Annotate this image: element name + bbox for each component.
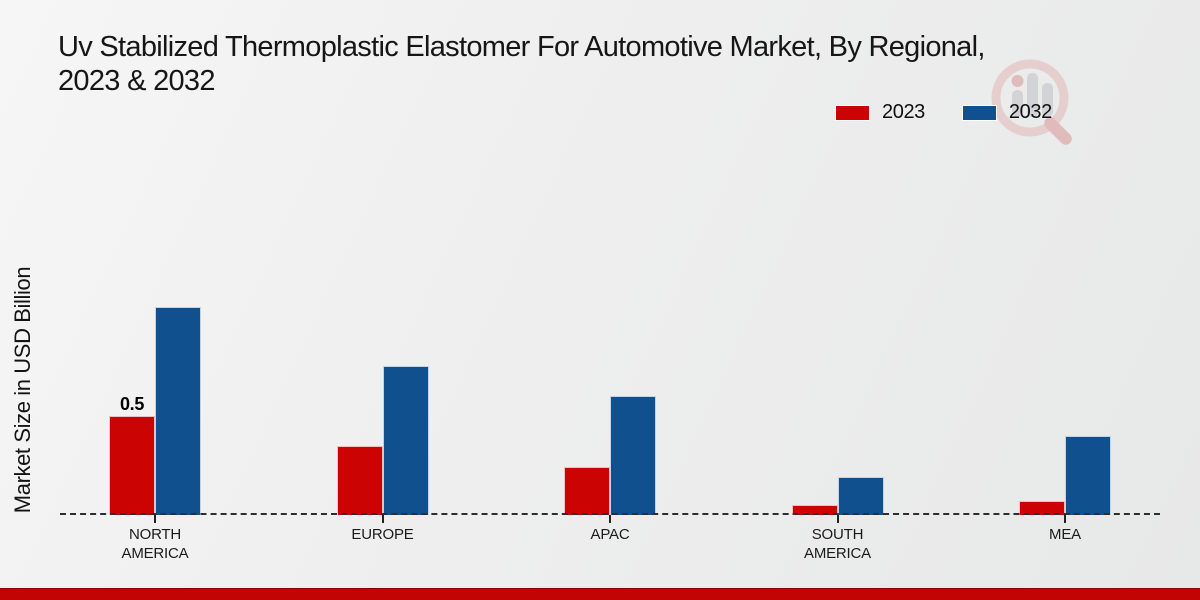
x-axis-tick <box>1064 515 1066 523</box>
bar-2032-south-america <box>837 477 884 515</box>
x-axis-tick <box>154 515 156 523</box>
bar-2032-north-america <box>155 307 201 515</box>
chart-title-line2: 2023 & 2032 <box>58 65 215 97</box>
bar-2023-mea <box>1019 501 1065 515</box>
watermark-logo <box>986 54 1086 158</box>
x-axis-tick <box>609 515 611 523</box>
legend-swatch-2023-icon <box>835 104 870 121</box>
x-axis-category-label: MEA <box>1049 526 1081 543</box>
x-axis-category-label: NORTH AMERICA <box>121 526 189 562</box>
chart-title: Uv Stabilized Thermoplastic Elastomer Fo… <box>58 30 985 98</box>
bar-value-label: 0.5 <box>119 394 145 414</box>
x-axis-category-label: EUROPE <box>351 526 414 543</box>
chart-title-line1: Uv Stabilized Thermoplastic Elastomer Fo… <box>58 31 985 63</box>
bar-2023-south-america <box>791 505 838 515</box>
x-axis-category-label: SOUTH AMERICA <box>804 526 871 562</box>
bar-2023-europe <box>336 446 383 515</box>
x-axis-tick <box>381 515 384 523</box>
bar-2032-mea <box>1065 436 1111 515</box>
legend-swatch-2032-icon <box>961 104 997 121</box>
footer-accent-bar <box>0 588 1200 600</box>
x-axis-category-label: APAC <box>590 526 630 543</box>
legend: 2023 2032 <box>835 101 1052 124</box>
x-axis-tick <box>836 515 839 523</box>
legend-label-2023: 2023 <box>882 101 925 123</box>
x-axis-baseline <box>60 513 1160 515</box>
magnifier-logo-icon <box>991 59 1072 145</box>
legend-item-2023: 2023 <box>835 101 925 124</box>
bar-2023-apac <box>564 467 610 515</box>
bar-2032-apac <box>610 396 656 515</box>
legend-item-2032: 2032 <box>961 101 1052 124</box>
legend-label-2032: 2032 <box>1008 101 1052 123</box>
y-axis-label: Market Size in USD Billion <box>10 266 35 514</box>
bar-2023-north-america <box>109 416 155 515</box>
bar-2032-europe <box>382 366 429 515</box>
